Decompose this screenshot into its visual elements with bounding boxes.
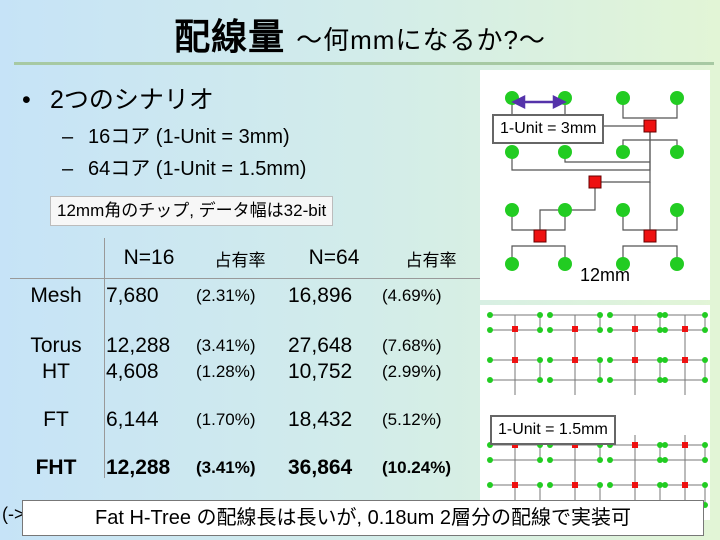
- core-node: [558, 203, 572, 217]
- title-sub: ～何mmになるか?～: [296, 25, 546, 55]
- row-r64: (7.68%): [382, 336, 442, 355]
- unit-label-1-5mm: 1-Unit = 1.5mm: [490, 415, 616, 445]
- core-node: [505, 145, 519, 159]
- core-node: [616, 91, 630, 105]
- row-n64: 18,432: [288, 408, 353, 431]
- router-node: [588, 175, 602, 189]
- diagram-64-core: [480, 305, 710, 520]
- row-n16: 7,680: [106, 284, 159, 307]
- bullet-text: 2つのシナリオ: [50, 86, 214, 114]
- row-name: FHT: [35, 456, 77, 479]
- scenario-text: 64コア (1-Unit = 1.5mm): [88, 158, 307, 180]
- header-n64: N=64: [308, 246, 360, 269]
- core-node: [558, 257, 572, 271]
- core-node: [505, 257, 519, 271]
- chip-note: 12mm角のチップ, データ幅は32-bit: [50, 196, 334, 226]
- table-row-fht: FHT 12,288 (3.41%) 36,864 (10.24%): [10, 444, 480, 492]
- row-r64: (5.12%): [382, 410, 442, 429]
- row-n64: 10,752: [288, 360, 353, 383]
- router-node: [643, 119, 657, 133]
- header-n16: N=16: [123, 246, 175, 269]
- chip-size-label: 12mm: [580, 265, 631, 285]
- conclusion-note: Fat H-Tree の配線長は長いが, 0.18um 2層分の配線で実装可: [22, 500, 704, 536]
- table-header: N=16 占有率 N=64 占有率: [10, 238, 480, 279]
- scenario-text: 16コア (1-Unit = 3mm): [88, 126, 290, 148]
- row-r64: (10.24%): [382, 458, 451, 477]
- row-r16: (2.31%): [196, 286, 256, 305]
- router-node: [533, 229, 547, 243]
- note-prefix: (->: [2, 504, 25, 524]
- router-node: [643, 229, 657, 243]
- row-n16: 4,608: [106, 360, 159, 383]
- core-node: [558, 145, 572, 159]
- unit-arrow-icon: [511, 94, 567, 110]
- core-node: [616, 203, 630, 217]
- core-node: [616, 145, 630, 159]
- core-node: [670, 91, 684, 105]
- router-nodes: [533, 119, 657, 243]
- table-row-ft: FT 6,144 (1.70%) 18,432 (5.12%): [10, 396, 480, 444]
- bullet-item: • 2つのシナリオ: [22, 80, 214, 116]
- row-n16: 6,144: [106, 408, 159, 431]
- core-nodes: [487, 312, 708, 508]
- row-name: Mesh: [30, 284, 82, 307]
- core-node: [505, 203, 519, 217]
- core-node: [670, 203, 684, 217]
- scenario-item-16: –16コア (1-Unit = 3mm): [62, 120, 290, 149]
- core-nodes: [505, 91, 684, 271]
- row-name: HT: [42, 360, 70, 383]
- row-r16: (3.41%): [196, 336, 256, 355]
- table-row-ht: HT 4,608 (1.28%) 10,752 (2.99%): [10, 348, 480, 396]
- bullet-dot-icon: •: [22, 86, 31, 114]
- core-node: [616, 257, 630, 271]
- row-n16: 12,288: [106, 456, 171, 479]
- core-node: [670, 145, 684, 159]
- table-divider: [104, 238, 105, 478]
- header-ratio16: 占有率: [214, 250, 266, 270]
- table-row-mesh: Mesh 7,680 (2.31%) 16,896 (4.69%): [10, 272, 480, 320]
- core-node: [670, 257, 684, 271]
- row-n64: 27,648: [288, 334, 353, 357]
- htree-64-svg: [487, 312, 708, 515]
- dash-icon: –: [62, 158, 74, 180]
- row-name: Torus: [30, 334, 82, 357]
- row-n64: 16,896: [288, 284, 353, 307]
- table-row-torus: Torus 12,288 (3.41%) 27,648 (7.68%): [10, 322, 480, 370]
- row-r64: (4.69%): [382, 286, 442, 305]
- title-main: 配線量: [174, 16, 286, 57]
- diagram-16-core: [480, 70, 710, 300]
- row-r16: (1.28%): [196, 362, 256, 381]
- scenario-item-64: –64コア (1-Unit = 1.5mm): [62, 152, 306, 181]
- unit-label-3mm: 1-Unit = 3mm: [492, 114, 605, 144]
- wire-length-table: N=16 占有率 N=64 占有率 Mesh 7,680 (2.31%) 16,…: [10, 238, 480, 520]
- row-r64: (2.99%): [382, 362, 442, 381]
- row-r16: (3.41%): [196, 458, 256, 477]
- router-nodes: [512, 326, 688, 488]
- slide-title: 配線量 ～何mmになるか?～: [0, 8, 720, 60]
- row-r16: (1.70%): [196, 410, 256, 429]
- header-ratio64: 占有率: [405, 250, 457, 270]
- dash-icon: –: [62, 126, 74, 148]
- title-rule: [14, 62, 714, 65]
- row-n64: 36,864: [288, 456, 353, 479]
- row-n16: 12,288: [106, 334, 171, 357]
- htree-16-svg: [505, 91, 684, 271]
- row-name: FT: [43, 408, 69, 431]
